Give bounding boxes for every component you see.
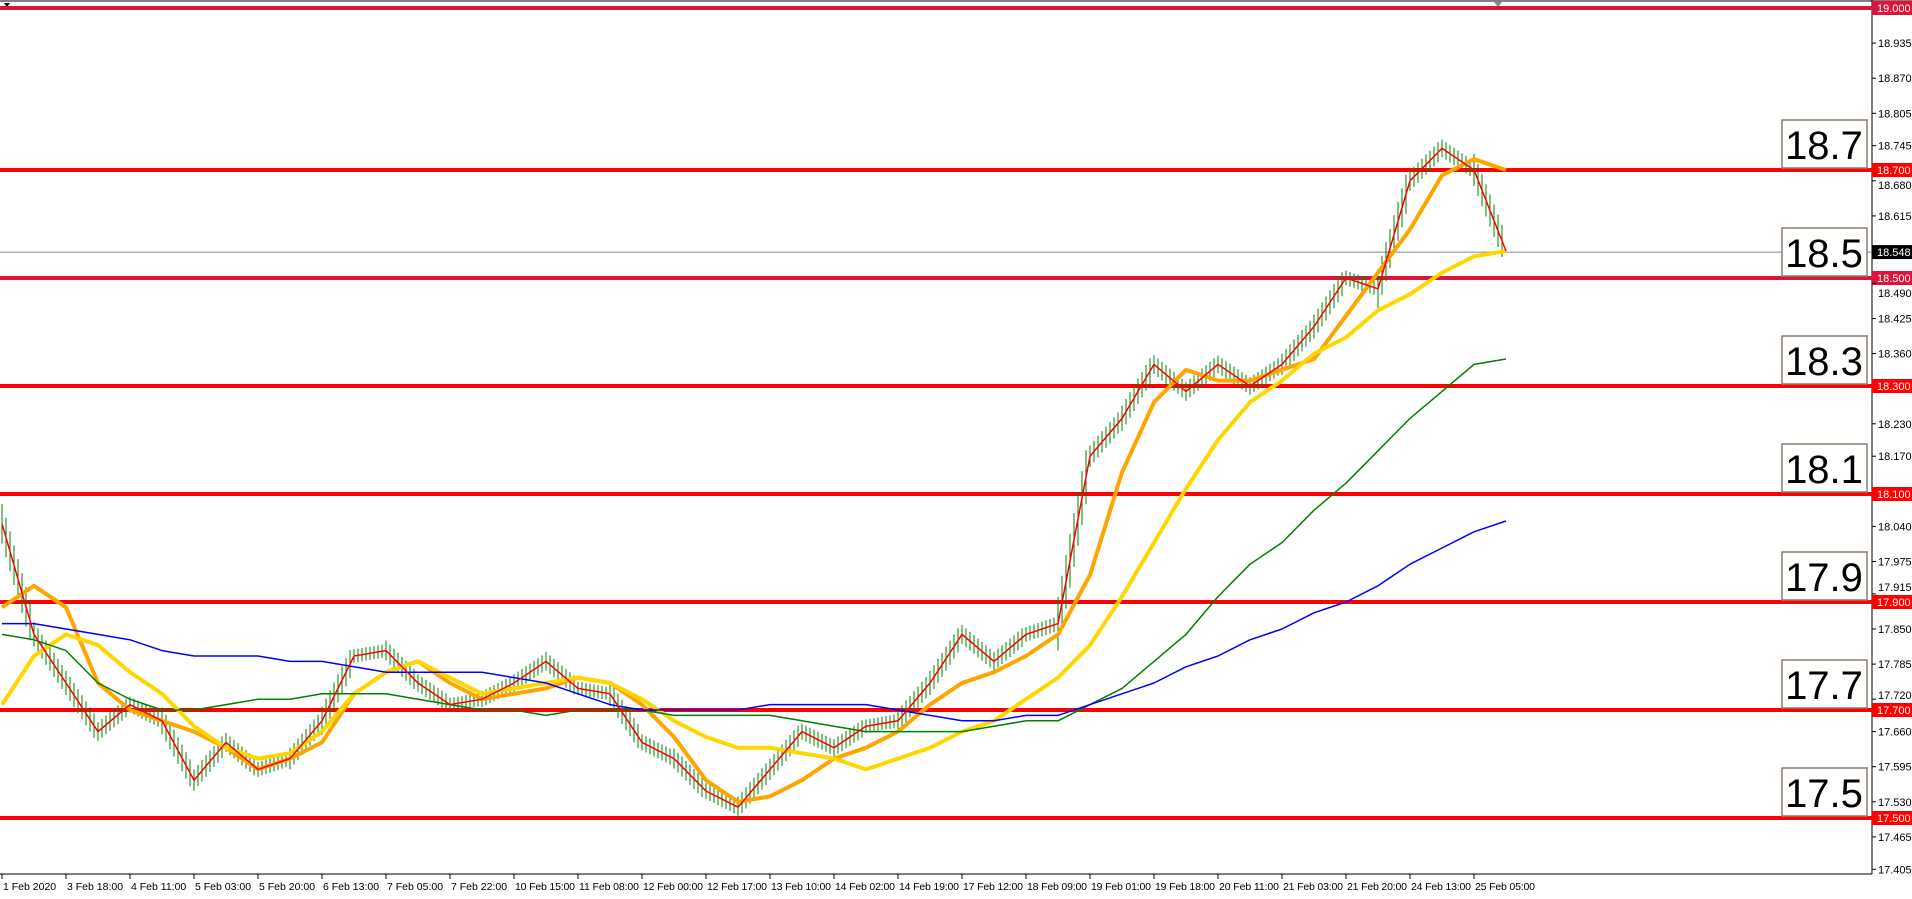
x-tick-label: 25 Feb 05:00 [1475,881,1535,893]
price-line [1,147,1507,809]
x-tick-label: 18 Feb 09:00 [1027,881,1087,893]
y-tick-label: 18.745 [1878,141,1912,153]
y-tick-label: 17.720 [1878,690,1912,702]
y-tick-label: 18.805 [1878,108,1912,120]
y-tick-label: 18.425 [1878,314,1912,326]
y-tick-label: 18.230 [1878,419,1912,431]
x-tick-label: 5 Feb 20:00 [259,881,315,893]
x-tick-label: 10 Feb 15:00 [515,881,575,893]
x-tick-label: 21 Feb 20:00 [1347,881,1407,893]
x-tick-label: 3 Feb 18:00 [67,881,123,893]
level-price-label: 17.700 [1877,705,1911,717]
x-tick-label: 11 Feb 08:00 [579,881,639,893]
dropdown-arrow-icon[interactable] [4,3,10,7]
moving-average-line-3 [2,520,1507,722]
x-tick-label: 19 Feb 01:00 [1091,881,1151,893]
level-text-label: 17.9 [1785,556,1863,600]
x-tick-label: 24 Feb 13:00 [1411,881,1471,893]
y-tick-label: 17.465 [1878,832,1912,844]
level-price-label: 17.500 [1877,813,1911,825]
moving-average-line-2 [1,358,1507,733]
level-price-badge [1872,163,1912,177]
x-tick-label: 12 Feb 00:00 [643,881,703,893]
current-price-label: 18.548 [1877,247,1911,259]
level-price-badge [1872,487,1912,501]
x-tick-label: 1 Feb 2020 [3,881,56,893]
level-text-box[interactable] [1781,119,1868,169]
y-tick-label: 17.405 [1878,864,1912,876]
level-text-label: 18.3 [1785,340,1863,384]
y-tick-label: 18.490 [1878,288,1912,300]
y-tick-label: 17.660 [1878,727,1912,739]
x-tick-label: 7 Feb 22:00 [451,881,507,893]
y-tick-label: 18.170 [1878,451,1912,463]
x-tick-label: 20 Feb 11:00 [1219,881,1279,893]
level-text-box[interactable] [1781,551,1868,601]
level-price-badge [1872,595,1912,609]
level-text-label: 18.5 [1785,232,1863,276]
level-text-label: 18.1 [1785,448,1863,492]
level-price-badge [1872,379,1912,393]
moving-average-line-1 [0,249,1507,772]
shift-marker-icon[interactable] [1494,2,1502,7]
x-tick-label: 17 Feb 12:00 [963,881,1023,893]
level-text-box[interactable] [1781,659,1868,709]
y-tick-label: 18.360 [1878,349,1912,361]
y-tick-label: 17.915 [1878,582,1912,594]
level-price-label: 19.000 [1877,3,1911,15]
moving-average-line-0 [0,157,1507,804]
x-tick-label: 12 Feb 17:00 [707,881,767,893]
level-price-label: 18.700 [1877,165,1911,177]
x-tick-label: 5 Feb 03:00 [195,881,251,893]
level-price-badge [1872,1,1912,15]
level-price-label: 18.300 [1877,381,1911,393]
x-tick-label: 14 Feb 02:00 [835,881,895,893]
y-tick-label: 18.040 [1878,521,1912,533]
x-tick-label: 21 Feb 03:00 [1283,881,1343,893]
x-tick-label: 7 Feb 05:00 [387,881,443,893]
current-price-badge [1872,245,1912,260]
y-tick-label: 17.595 [1878,762,1912,774]
level-text-label: 17.5 [1785,772,1863,816]
level-text-label: 18.7 [1785,124,1863,168]
level-price-badge [1872,271,1912,285]
level-price-badge [1872,811,1912,825]
level-text-box[interactable] [1781,443,1868,493]
level-price-label: 18.100 [1877,489,1911,501]
level-text-box[interactable] [1781,227,1868,277]
level-text-label: 17.7 [1785,664,1863,708]
level-price-label: 17.900 [1877,597,1911,609]
level-price-label: 18.500 [1877,273,1911,285]
y-tick-label: 17.850 [1878,624,1912,636]
y-tick-label: 18.615 [1878,211,1912,223]
y-tick-label: 18.870 [1878,73,1912,85]
level-text-box[interactable] [1781,767,1868,817]
x-tick-label: 13 Feb 10:00 [771,881,831,893]
y-tick-label: 17.530 [1878,797,1912,809]
x-tick-label: 4 Feb 11:00 [131,881,186,893]
x-tick-label: 14 Feb 19:00 [899,881,959,893]
y-tick-label: 17.975 [1878,557,1912,569]
level-text-box[interactable] [1781,335,1868,385]
x-tick-label: 6 Feb 13:00 [323,881,379,893]
y-tick-label: 17.785 [1878,659,1912,671]
x-tick-label: 19 Feb 18:00 [1155,881,1215,893]
y-tick-label: 18.935 [1878,38,1912,50]
y-tick-label: 18.680 [1878,180,1912,192]
level-price-badge [1872,703,1912,717]
